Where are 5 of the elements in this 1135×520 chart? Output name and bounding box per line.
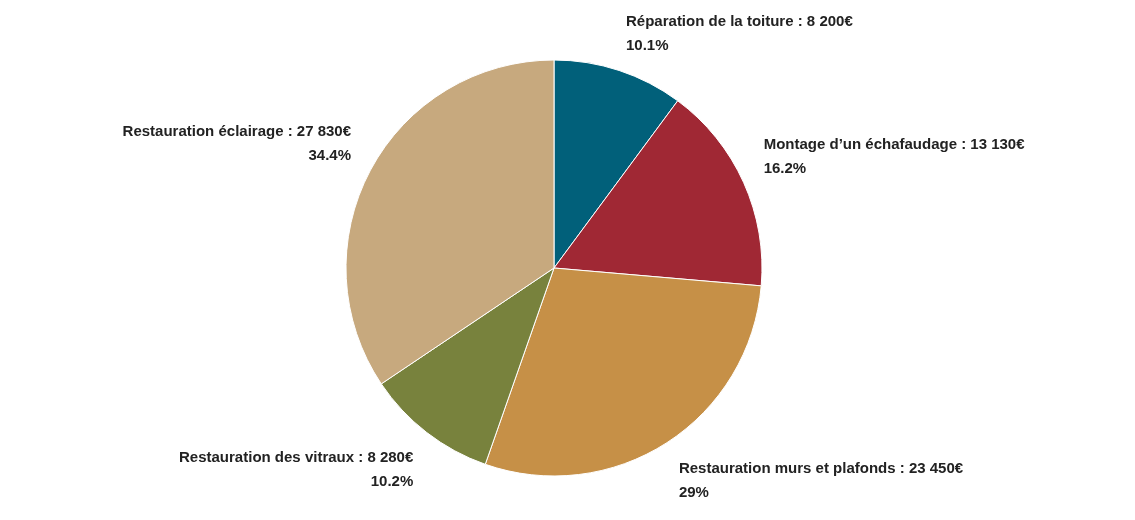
slice-label: Réparation de la toiture : 8 200€ 10.1% bbox=[626, 11, 854, 53]
slice-label: Montage d’un échafaudage : 13 130€ 16.2% bbox=[763, 135, 1026, 177]
slice-label: Restauration des vitraux : 8 280€ 10.2% bbox=[179, 447, 414, 489]
slice-label: Restauration éclairage : 27 830€ 34.4% bbox=[122, 121, 352, 163]
slice-label: Restauration murs et plafonds : 23 450€ 29% bbox=[678, 459, 964, 501]
